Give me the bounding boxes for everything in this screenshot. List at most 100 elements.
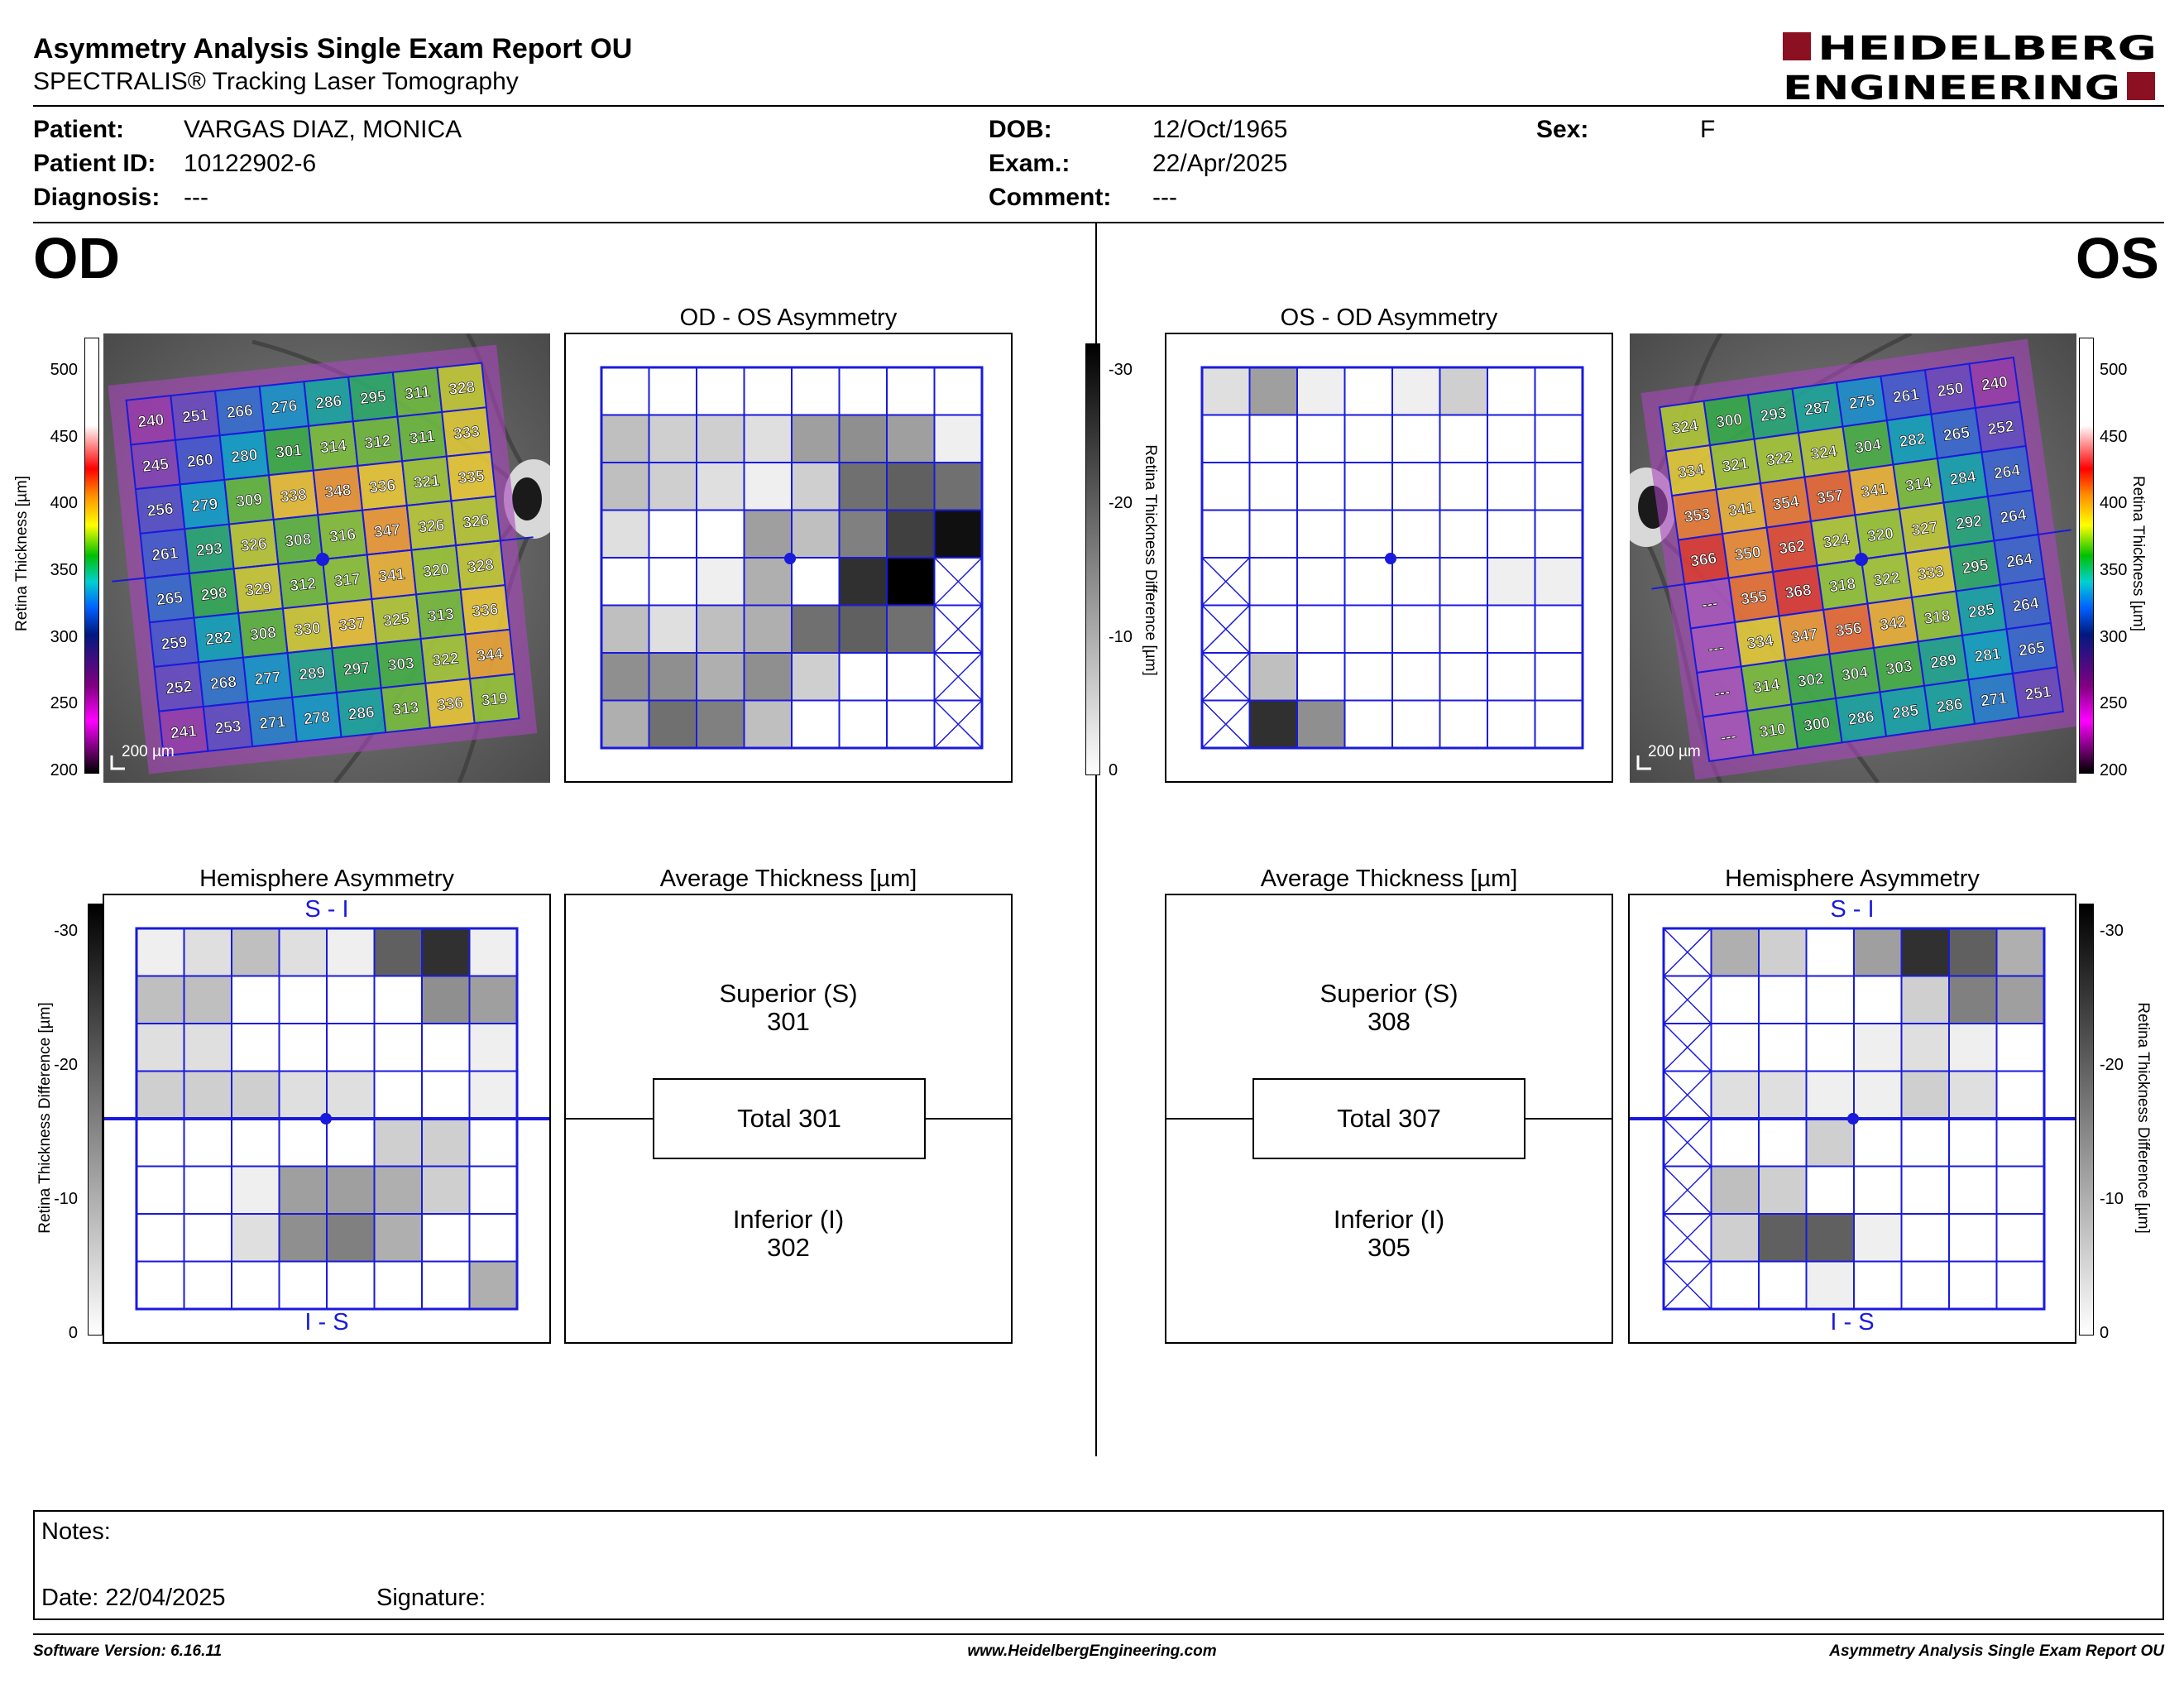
grid-cell: [886, 367, 936, 416]
grid-cell: [1805, 1213, 1855, 1263]
thickness-value: 344: [476, 645, 504, 665]
thickness-value: 313: [427, 606, 455, 626]
thickness-value: 297: [342, 659, 371, 679]
grid-cell: [1995, 975, 2045, 1024]
od-os-asymmetry-panel: [564, 333, 1013, 783]
grid-cell: [326, 1165, 376, 1215]
grid-cell: [373, 1260, 423, 1310]
grid-cell: [1248, 367, 1298, 416]
thickness-value: 318: [1828, 575, 1856, 596]
axis-tick: 300: [2100, 627, 2128, 646]
od-label: OD: [33, 226, 120, 290]
grid-cell: [1201, 414, 1251, 463]
scale-bar: [1636, 755, 1651, 770]
grid-cell: [1296, 414, 1346, 463]
thickness-value: 336: [368, 477, 396, 496]
thickness-value: 250: [1936, 380, 1964, 400]
grid-cell: [1296, 509, 1346, 559]
grid-cell: [838, 509, 888, 559]
grid-cell: [1201, 509, 1251, 559]
thickness-value: 241: [170, 722, 198, 742]
grid-cell: [183, 1023, 232, 1072]
thickness-value: 324: [1810, 443, 1839, 463]
grid-cell: [183, 975, 232, 1024]
thickness-value: 312: [364, 433, 392, 453]
od-superior-value: 301: [767, 1007, 810, 1036]
patient-label: Patient:: [33, 116, 125, 143]
thickness-value: 264: [2005, 550, 2034, 571]
grid-cell: [886, 699, 936, 749]
grid-cell: [421, 1213, 471, 1263]
thickness-value: 308: [285, 530, 313, 550]
grid-cell: [1391, 699, 1441, 749]
grid-cell: [1248, 557, 1298, 607]
thickness-value: ---: [1707, 639, 1725, 658]
thickness-value: 329: [245, 580, 273, 600]
thickness-value: 282: [1898, 430, 1926, 451]
grid-cell: [468, 928, 518, 977]
grid-cell: [743, 557, 793, 607]
grid-cell: [1439, 604, 1488, 654]
center-divider: [1095, 223, 1097, 1456]
thickness-value: 362: [1778, 537, 1806, 558]
grid-cell: [1343, 699, 1393, 749]
grid-cell: [1296, 652, 1346, 702]
grid-cell: [601, 652, 650, 702]
grid-cell: [1900, 1070, 1950, 1120]
grid-cell: [1391, 414, 1441, 463]
grid-cell: [1439, 414, 1488, 463]
axis-tick: -10: [1109, 627, 1133, 646]
grid-cell: [696, 604, 745, 654]
thickness-value: 284: [1948, 468, 1977, 489]
fovea-marker: [316, 553, 329, 566]
thickness-value: 309: [235, 491, 263, 511]
fovea-marker: [1847, 1113, 1859, 1125]
axis-tick: -30: [2100, 922, 2124, 940]
grid-cell: [1758, 1165, 1808, 1215]
grid-cell: [1248, 652, 1298, 702]
thickness-value: 322: [1765, 448, 1794, 469]
axis-tick: -10: [54, 1190, 78, 1208]
grid-cell: [648, 652, 697, 702]
thickness-value: 293: [1760, 405, 1788, 425]
grid-cell: [743, 462, 793, 511]
grid-cell: [696, 414, 745, 463]
thickness-value: 285: [1891, 702, 1920, 722]
thickness-value: 314: [1752, 676, 1781, 697]
grid-cell: [183, 1118, 232, 1168]
grid-cell: [183, 1165, 232, 1215]
thickness-axis-label-od: Retina Thickness [µm]: [13, 476, 31, 631]
grid-cell: [838, 462, 888, 511]
grid-cell: [1758, 975, 1808, 1024]
hemi-colorbar-os: [2079, 904, 2094, 1336]
grid-cell: [1296, 557, 1346, 607]
grid-cell: [791, 604, 841, 654]
grid-cell: [1391, 462, 1441, 511]
grid-cell: [421, 1118, 471, 1168]
thickness-value: 277: [254, 669, 282, 688]
grid-cell: [838, 699, 888, 749]
grid-cell: [1805, 1118, 1855, 1168]
software-version: Software Version: 6.16.11: [33, 1642, 223, 1660]
os-superior-label: Superior (S): [1320, 979, 1458, 1008]
grid-cell: [136, 1260, 185, 1310]
thickness-value: 289: [1929, 651, 1957, 672]
grid-cell: [421, 1070, 471, 1120]
thickness-value: 240: [137, 411, 165, 431]
grid-cell: [696, 509, 745, 559]
axis-tick: 200: [2100, 761, 2128, 779]
hemi-axis-label-od: Retina Thickness Difference [µm]: [36, 1002, 54, 1234]
thickness-value: 282: [205, 629, 233, 649]
diagnosis-label: Diagnosis:: [33, 184, 160, 211]
grid-cell: [1805, 1070, 1855, 1120]
info-rule: [33, 222, 2164, 223]
grid-cell: [373, 928, 423, 977]
grid-cell: [326, 1213, 376, 1263]
grid-cell: [326, 975, 376, 1024]
svg-text:ENGINEERING: ENGINEERING: [1783, 70, 2120, 104]
grid-cell: [1710, 1070, 1760, 1120]
grid-cell: [1487, 604, 1536, 654]
od-inferior-value: 302: [767, 1233, 810, 1262]
od-si-label: S - I: [304, 896, 349, 923]
axis-tick: 0: [2100, 1324, 2110, 1342]
